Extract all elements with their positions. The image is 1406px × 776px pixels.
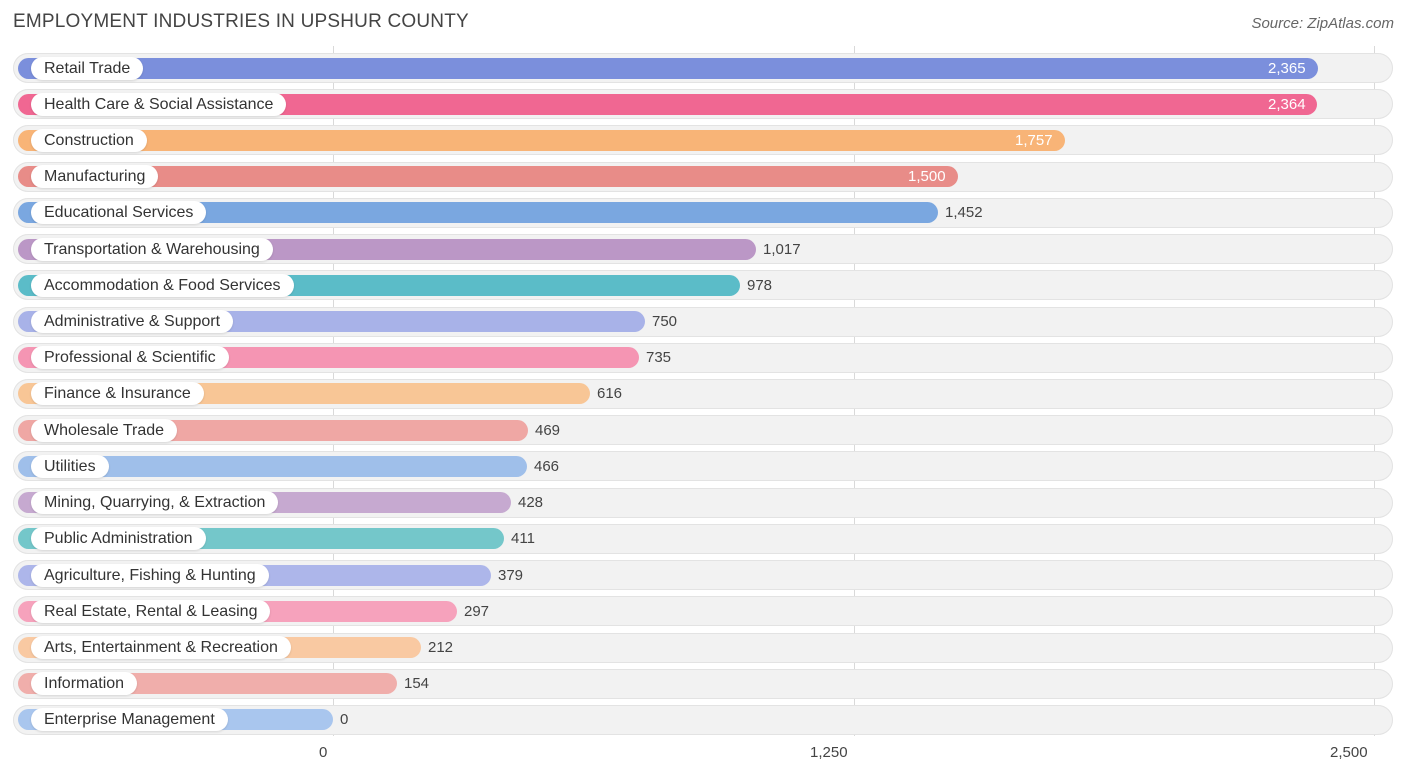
chart-title: EMPLOYMENT INDUSTRIES IN UPSHUR COUNTY [13, 11, 469, 32]
bar[interactable] [18, 58, 1318, 79]
category-label: Real Estate, Rental & Leasing [31, 600, 271, 623]
value-label: 1,452 [945, 204, 983, 221]
value-label: 1,757 [1015, 132, 1053, 149]
value-label: 154 [404, 675, 430, 692]
value-label: 2,365 [1268, 60, 1306, 77]
category-label: Wholesale Trade [31, 419, 178, 442]
category-label: Professional & Scientific [31, 346, 229, 369]
value-label: 297 [464, 603, 490, 620]
bar[interactable] [18, 202, 938, 223]
value-label: 428 [518, 494, 544, 511]
category-label: Finance & Insurance [31, 382, 204, 405]
value-label: 1,500 [908, 168, 946, 185]
category-label: Educational Services [31, 201, 207, 224]
value-label: 750 [652, 313, 678, 330]
x-tick-label: 0 [319, 744, 328, 761]
category-label: Manufacturing [31, 165, 159, 188]
value-label: 379 [498, 567, 524, 584]
bar[interactable] [18, 94, 1317, 115]
value-label: 1,017 [763, 241, 801, 258]
value-label: 411 [511, 530, 535, 547]
bar[interactable] [18, 166, 958, 187]
category-label: Transportation & Warehousing [31, 238, 273, 261]
value-label: 469 [535, 422, 561, 439]
x-tick-label: 1,250 [810, 744, 848, 761]
bar[interactable] [18, 456, 527, 477]
value-label: 2,364 [1268, 96, 1306, 113]
category-label: Retail Trade [31, 57, 144, 80]
category-label: Health Care & Social Assistance [31, 93, 287, 116]
value-label: 212 [428, 639, 454, 656]
source-attribution: Source: ZipAtlas.com [1251, 15, 1394, 32]
value-label: 978 [747, 277, 773, 294]
value-label: 735 [646, 349, 672, 366]
value-label: 0 [340, 711, 349, 728]
category-label: Mining, Quarrying, & Extraction [31, 491, 279, 514]
value-label: 466 [534, 458, 560, 475]
bar[interactable] [18, 130, 1065, 151]
category-label: Public Administration [31, 527, 206, 550]
x-tick-label: 2,500 [1330, 744, 1368, 761]
category-label: Construction [31, 129, 147, 152]
category-label: Administrative & Support [31, 310, 234, 333]
category-label: Utilities [31, 455, 109, 478]
category-label: Enterprise Management [31, 708, 228, 731]
value-label: 616 [597, 385, 623, 402]
category-label: Arts, Entertainment & Recreation [31, 636, 291, 659]
category-label: Information [31, 672, 138, 695]
category-label: Agriculture, Fishing & Hunting [31, 564, 269, 587]
category-label: Accommodation & Food Services [31, 274, 294, 297]
